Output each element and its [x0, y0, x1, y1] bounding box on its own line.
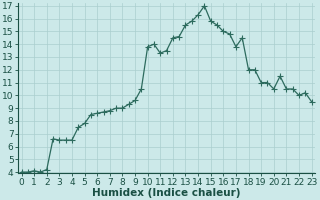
- X-axis label: Humidex (Indice chaleur): Humidex (Indice chaleur): [92, 188, 241, 198]
